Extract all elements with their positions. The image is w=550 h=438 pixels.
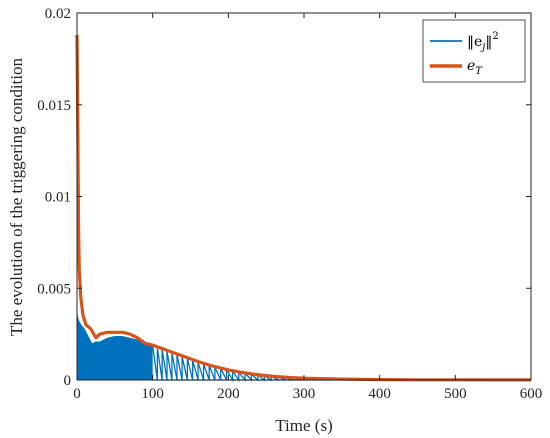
x-tick-label: 200 <box>217 386 240 402</box>
legend-ej-sub: j <box>480 42 485 53</box>
legend-ej-tail: ‖ <box>485 34 492 50</box>
x-tick-label: 500 <box>444 386 467 402</box>
x-axis: 0 100 200 300 400 500 600 <box>73 13 542 402</box>
legend: ‖ej‖2 eT <box>422 19 526 83</box>
x-tick-label: 600 <box>520 386 543 402</box>
y-axis: 0 0.005 0.01 0.015 0.02 <box>37 6 531 389</box>
series-ej-sawtooth <box>152 346 330 383</box>
y-tick-label: 0.005 <box>37 281 71 297</box>
x-tick-label: 400 <box>368 386 391 402</box>
plot-area <box>75 35 531 383</box>
x-tick-label: 300 <box>293 386 316 402</box>
legend-ej-main: ‖e <box>467 34 482 50</box>
series-et-line <box>75 35 531 382</box>
y-axis-title: The evolution of the triggering conditio… <box>7 57 26 336</box>
legend-label-et: eT <box>467 58 483 77</box>
y-tick-label: 0.01 <box>45 190 71 206</box>
y-tick-label: 0.02 <box>45 6 71 22</box>
x-tick-label: 100 <box>141 386 164 402</box>
series-ej-dense-fill <box>77 312 153 380</box>
legend-et-sub: T <box>475 66 483 77</box>
y-tick-label: 0.015 <box>37 98 71 114</box>
legend-box <box>422 19 526 83</box>
legend-et-main: e <box>467 58 475 74</box>
y-tick-label: 0 <box>64 373 72 389</box>
x-tick-label: 0 <box>73 386 81 402</box>
legend-label-ej: ‖ej‖2 <box>467 31 499 53</box>
x-axis-title: Time (s) <box>275 416 332 435</box>
legend-ej-sup: 2 <box>492 31 498 42</box>
